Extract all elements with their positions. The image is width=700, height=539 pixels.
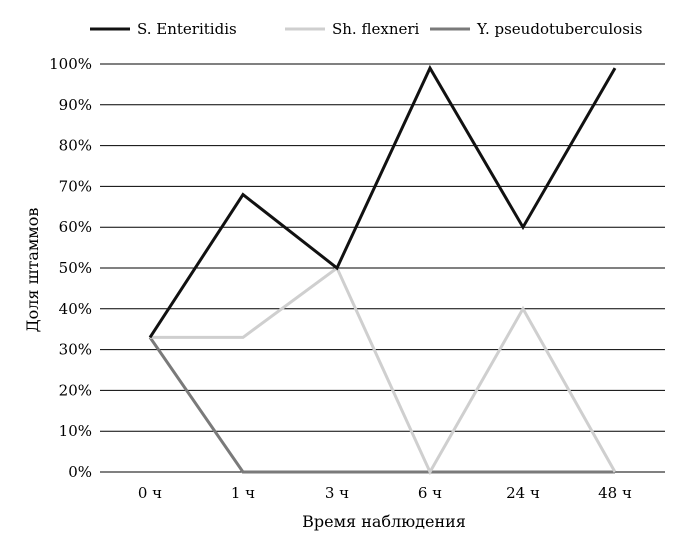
y-tick-label: 100%: [49, 55, 92, 73]
y-tick-label: 0%: [68, 463, 92, 481]
y-tick-label: 70%: [59, 177, 92, 195]
y-tick-label: 50%: [59, 259, 92, 277]
y-tick-label: 10%: [59, 422, 92, 440]
legend-label: S. Enteritidis: [137, 20, 237, 38]
legend: S. Enteritidis Sh. flexneri Y. pseudotuber…: [90, 20, 642, 38]
series-line: [148, 64, 617, 339]
series-line: [148, 336, 615, 474]
y-axis-label: Доля штаммов: [23, 208, 42, 333]
y-tick-label: 30%: [59, 341, 92, 359]
series-lines: [148, 64, 617, 476]
y-tick-label: 60%: [59, 218, 92, 236]
x-tick-label: 3 ч: [325, 484, 349, 502]
legend-label: Sh. flexneri: [332, 20, 420, 38]
y-tick-label: 20%: [59, 381, 92, 399]
series-line: [150, 265, 617, 476]
y-tick-label: 40%: [59, 300, 92, 318]
x-tick-label: 24 ч: [506, 484, 540, 502]
x-tick-label: 6 ч: [418, 484, 442, 502]
legend-label: Y. pseudotuberculosis: [476, 20, 642, 38]
x-tick-label: 48 ч: [598, 484, 632, 502]
x-axis-label: Время наблюдения: [302, 512, 466, 531]
y-axis-ticks: 0% 10% 20% 30% 40% 50% 60% 70% 80% 90% 100%: [49, 55, 92, 481]
x-axis-ticks: 0 ч 1 ч 3 ч 6 ч 24 ч 48 ч: [138, 484, 632, 502]
x-tick-label: 0 ч: [138, 484, 162, 502]
x-tick-label: 1 ч: [231, 484, 255, 502]
y-tick-label: 90%: [59, 96, 92, 114]
y-tick-label: 80%: [59, 137, 92, 155]
